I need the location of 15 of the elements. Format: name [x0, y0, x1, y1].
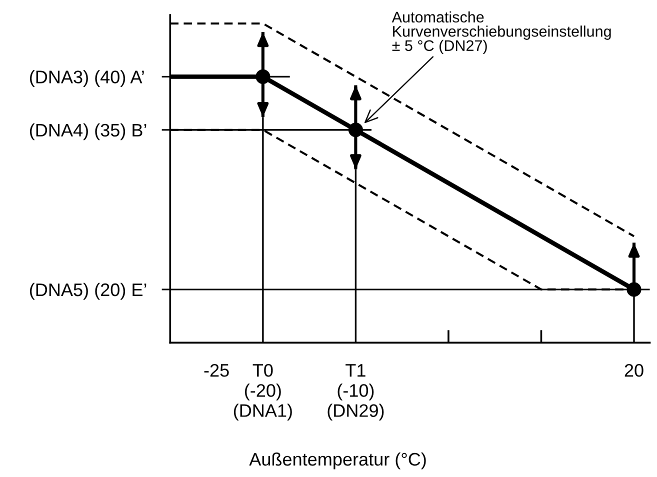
x-axis-title: Außentemperatur (°C) [249, 452, 426, 470]
x-tick-label: T1 (-10) (DN29) [328, 364, 384, 421]
text: ) E’ [120, 282, 146, 300]
text: ) B’ [120, 123, 146, 140]
text: (DNA4) ( [30, 123, 100, 140]
text: ) A’ [120, 70, 144, 87]
y-tick-label: 35 [100, 124, 120, 137]
y-tick-label: 40 [100, 70, 120, 84]
x-tick-label: T0 (-20) (DNA1) [234, 364, 292, 421]
annotation: Automatische Kurvenverschiebungseinstellung ± 5 °C (DN27) [392, 11, 611, 54]
text: (DNA5) ( [30, 282, 100, 300]
y-tick-label: 20 [100, 283, 120, 296]
text: (DNA3) ( [30, 70, 100, 87]
x-tick-label: 20 [624, 364, 644, 377]
x-tick-label: -25 [204, 364, 229, 377]
